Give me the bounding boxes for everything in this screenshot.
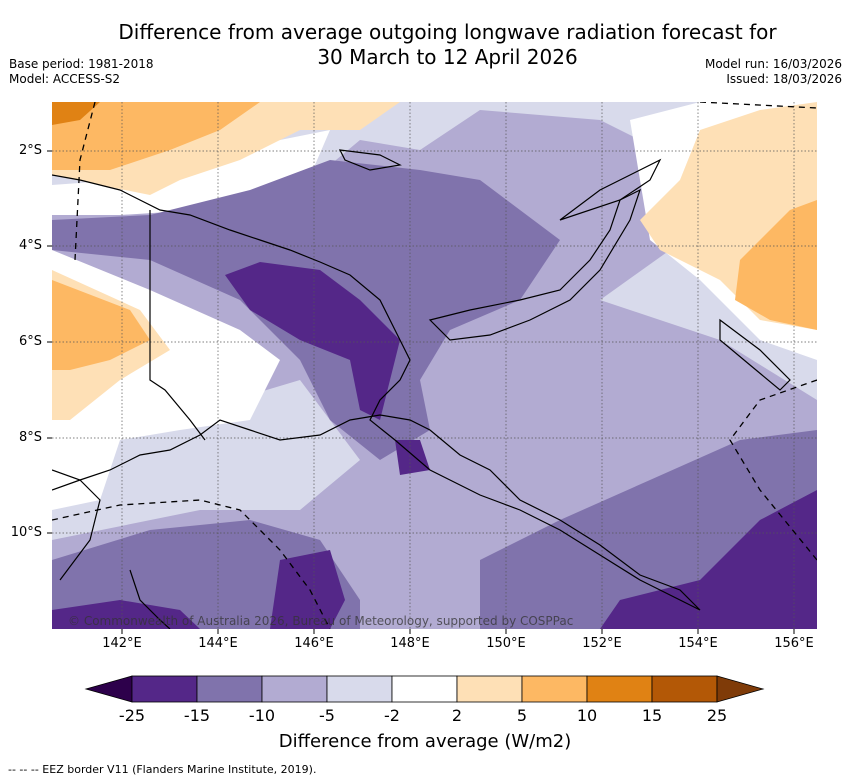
colorbar-swatch <box>391 675 458 703</box>
lon-label: 152°E <box>582 636 622 651</box>
colorbar-label: -25 <box>118 706 146 725</box>
eez-legend-footer: -- -- -- EEZ border V11 (Flanders Marine… <box>8 763 317 776</box>
eez-north <box>74 102 96 261</box>
colorbar-swatch <box>326 675 393 703</box>
cape-york-coastline <box>52 469 101 581</box>
colorbar-label: 15 <box>641 706 663 725</box>
png-border <box>149 210 206 441</box>
colorbar-label: 10 <box>576 706 598 725</box>
lon-label: 150°E <box>486 636 526 651</box>
title-line-2: 30 March to 12 April 2026 <box>317 45 578 69</box>
colorbar-label: -2 <box>384 706 400 725</box>
model-name: Model: ACCESS-S2 <box>9 72 121 86</box>
lon-label: 142°E <box>102 636 142 651</box>
meta-right: Model run: 16/03/2026 Issued: 18/03/2026 <box>705 57 842 87</box>
lon-label: 146°E <box>294 636 334 651</box>
lon-label: 148°E <box>390 636 430 651</box>
colorbar-swatch <box>196 675 263 703</box>
field-dark-orange-nw <box>52 102 100 125</box>
colorbar-over-arrow <box>716 675 765 703</box>
lat-label: 6°S <box>18 334 42 349</box>
eez-borders <box>52 102 817 629</box>
colorbar-swatch <box>586 675 653 703</box>
lon-label: 144°E <box>198 636 238 651</box>
field-deep-purple-south <box>52 600 200 629</box>
copyright-notice: © Commonwealth of Australia 2026, Bureau… <box>68 614 574 628</box>
colorbar-swatch <box>521 675 588 703</box>
field-orange-nw <box>52 102 260 170</box>
new-ireland-coastline <box>559 158 662 221</box>
colorbar-label: -5 <box>319 706 335 725</box>
axis-ticks <box>47 150 795 634</box>
colorbar-title: Difference from average (W/m2) <box>278 731 572 752</box>
colorbar-swatch <box>261 675 328 703</box>
model-run: Model run: 16/03/2026 <box>704 57 842 71</box>
eez-south <box>52 499 331 629</box>
anomaly-field <box>52 102 817 629</box>
colorbar-swatch <box>456 675 523 703</box>
lat-label: 4°S <box>18 238 42 253</box>
field-deep-purple-se <box>600 490 817 629</box>
lat-label: 2°S <box>18 143 42 158</box>
field-deep-purple-sw <box>270 550 345 629</box>
gridlines <box>52 102 817 629</box>
eez-east <box>729 379 817 561</box>
coastlines <box>52 149 791 629</box>
base-period: Base period: 1981-2018 <box>9 57 154 71</box>
torres-coastline <box>129 569 171 629</box>
colorbar-label: 2 <box>451 706 463 725</box>
field-orange-w <box>52 280 150 370</box>
meta-left: Base period: 1981-2018 Model: ACCESS-S2 <box>9 57 154 87</box>
issued-date: Issued: 18/03/2026 <box>726 72 842 86</box>
colorbar-under-arrow <box>84 675 133 703</box>
bougainville-coastline <box>719 318 791 391</box>
title-line-1: Difference from average outgoing longwav… <box>118 20 777 44</box>
lat-label: 10°S <box>10 525 42 540</box>
field-orange-ne <box>735 200 817 330</box>
lat-label: 8°S <box>18 430 42 445</box>
colorbar-swatch <box>651 675 718 703</box>
colorbar <box>84 675 765 703</box>
colorbar-label: -15 <box>183 706 211 725</box>
eez-ne <box>699 102 817 109</box>
png-coastline <box>52 174 701 611</box>
field-deep-purple-central <box>225 262 400 420</box>
colorbar-swatch <box>131 675 198 703</box>
lon-label: 156°E <box>774 636 814 651</box>
map-title: Difference from average outgoing longwav… <box>0 20 850 70</box>
colorbar-label: 25 <box>706 706 728 725</box>
manus-coastline <box>338 149 402 171</box>
new-britain-coastline <box>428 188 642 341</box>
colorbar-label: 5 <box>516 706 528 725</box>
colorbar-label: -10 <box>248 706 276 725</box>
field-deep-purple-small <box>395 440 430 475</box>
lon-label: 154°E <box>678 636 718 651</box>
